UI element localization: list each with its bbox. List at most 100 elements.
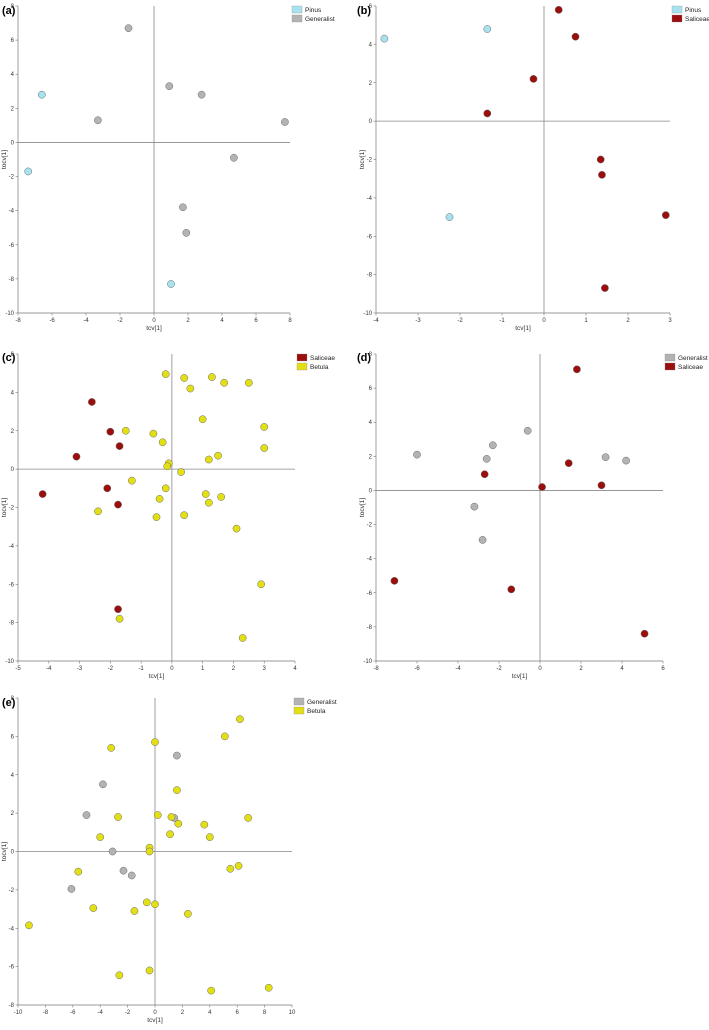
y-tick-label: 4 xyxy=(11,390,15,396)
data-point-generalist xyxy=(470,502,479,511)
y-tick-label: 4 xyxy=(369,42,373,48)
data-point-saliceae xyxy=(598,171,606,179)
data-point-betula xyxy=(25,921,33,930)
y-tick-label: 0 xyxy=(11,467,15,473)
data-point-betula xyxy=(184,910,192,918)
y-tick-label: -2 xyxy=(367,158,373,164)
data-point-betula xyxy=(234,862,243,870)
y-axis-label: tocv[1] xyxy=(1,842,8,861)
y-tick-label: 8 xyxy=(369,352,373,358)
x-tick-label: -2 xyxy=(108,666,114,672)
data-point-generalist xyxy=(173,751,181,760)
series-betula xyxy=(94,370,269,642)
data-point-betula xyxy=(232,524,241,533)
data-point-betula xyxy=(214,451,222,460)
y-tick-label: 6 xyxy=(11,734,15,740)
data-point-betula xyxy=(152,513,161,521)
data-point-saliceae xyxy=(106,427,115,436)
panel-label: (e) xyxy=(2,697,16,709)
data-point-generalist xyxy=(127,871,136,880)
x-tick-label: 2 xyxy=(626,318,630,324)
y-tick-label: 8 xyxy=(11,4,15,10)
y-tick-label: 8 xyxy=(11,696,15,702)
x-tick-label: -2 xyxy=(125,1010,131,1016)
data-point-betula xyxy=(89,904,98,912)
y-tick-label: -4 xyxy=(367,557,373,563)
y-tick-label: -6 xyxy=(367,234,373,240)
data-point-betula xyxy=(166,830,174,839)
scatter-panel-e: (e)-10 -8 -6 -4 -2 0 2 4 6 8 10-8-6-4-202468tcv[1]… xyxy=(1,696,337,1024)
x-axis-label: tcv[1] xyxy=(512,673,528,680)
x-tick-label: 3 xyxy=(668,318,672,324)
legend-label: Generalist xyxy=(305,16,335,23)
panel-label: (b) xyxy=(357,5,371,17)
legend-label: Pinus xyxy=(305,7,322,14)
data-point-saliceae xyxy=(483,109,492,118)
x-tick-label: 2 xyxy=(181,1010,185,1016)
data-point-betula xyxy=(94,507,102,516)
data-point-betula xyxy=(151,738,159,746)
x-tick-label: 2 xyxy=(232,666,236,672)
legend-swatch xyxy=(664,353,676,362)
data-point-betula xyxy=(220,378,229,387)
y-tick-label: -10 xyxy=(363,659,372,665)
y-axis-label: tocv[1] xyxy=(359,150,366,169)
data-point-generalist xyxy=(601,453,610,462)
data-point-betula xyxy=(208,373,216,381)
x-tick-label: -4 xyxy=(98,1010,104,1016)
x-axis-label: tcv[1] xyxy=(515,325,531,332)
data-point-betula xyxy=(145,966,154,975)
data-point-saliceae xyxy=(88,398,96,406)
y-tick-label: 2 xyxy=(369,81,373,87)
data-point-betula xyxy=(204,498,213,507)
data-point-generalist xyxy=(67,885,76,893)
y-tick-label: -6 xyxy=(367,591,373,597)
x-tick-label: -3 xyxy=(415,318,421,324)
legend-swatch xyxy=(293,706,305,715)
data-point-pinus xyxy=(24,167,33,176)
legend-swatch xyxy=(671,14,683,23)
y-tick-label: 6 xyxy=(11,38,15,44)
y-tick-label: -10 xyxy=(5,659,14,665)
y-tick-label: -8 xyxy=(9,277,15,283)
y-tick-label: -4 xyxy=(367,196,373,202)
data-point-saliceae xyxy=(507,585,516,594)
y-tick-label: 0 xyxy=(369,488,373,494)
y-tick-label: -8 xyxy=(9,621,15,627)
data-point-generalist xyxy=(230,153,238,162)
data-point-betula xyxy=(207,986,216,995)
x-tick-label: -6 xyxy=(70,1010,76,1016)
y-tick-label: 6 xyxy=(369,386,373,392)
legend-swatch xyxy=(296,362,308,371)
legend-label: Betula xyxy=(310,364,329,371)
data-point-betula xyxy=(153,811,162,819)
data-point-betula xyxy=(174,819,183,828)
data-point-generalist xyxy=(99,780,107,789)
data-point-generalist xyxy=(281,118,289,126)
data-point-betula xyxy=(96,833,105,841)
data-point-betula xyxy=(115,971,124,980)
panel-label: (d) xyxy=(357,352,371,364)
legend-label: Saliceae xyxy=(685,16,709,23)
y-tick-label: -4 xyxy=(9,926,15,932)
y-tick-label: 2 xyxy=(11,811,15,817)
data-point-generalist xyxy=(482,455,491,463)
series-saliceae xyxy=(483,5,670,292)
x-tick-label: -8 xyxy=(15,318,21,324)
legend-label: Pinus xyxy=(685,7,702,14)
data-point-saliceae xyxy=(596,155,605,164)
y-tick-label: -4 xyxy=(9,544,15,550)
data-point-betula xyxy=(260,423,269,431)
scatter-panel-c: (c)-5 -4 -3 -2 -1 0 1 2 3 4-10-8-6-4-20246tcv[1]t… xyxy=(1,352,335,680)
data-point-saliceae xyxy=(103,484,112,493)
data-point-generalist xyxy=(179,203,187,212)
y-axis-label: tocv[1] xyxy=(1,150,8,169)
series-pinus xyxy=(24,90,175,288)
x-tick-label: 4 xyxy=(620,666,624,672)
data-point-betula xyxy=(244,378,253,387)
y-tick-label: -4 xyxy=(9,209,15,215)
x-tick-label: 0 xyxy=(152,318,156,324)
legend-label: Saliceae xyxy=(310,355,335,362)
data-point-betula xyxy=(149,429,158,438)
